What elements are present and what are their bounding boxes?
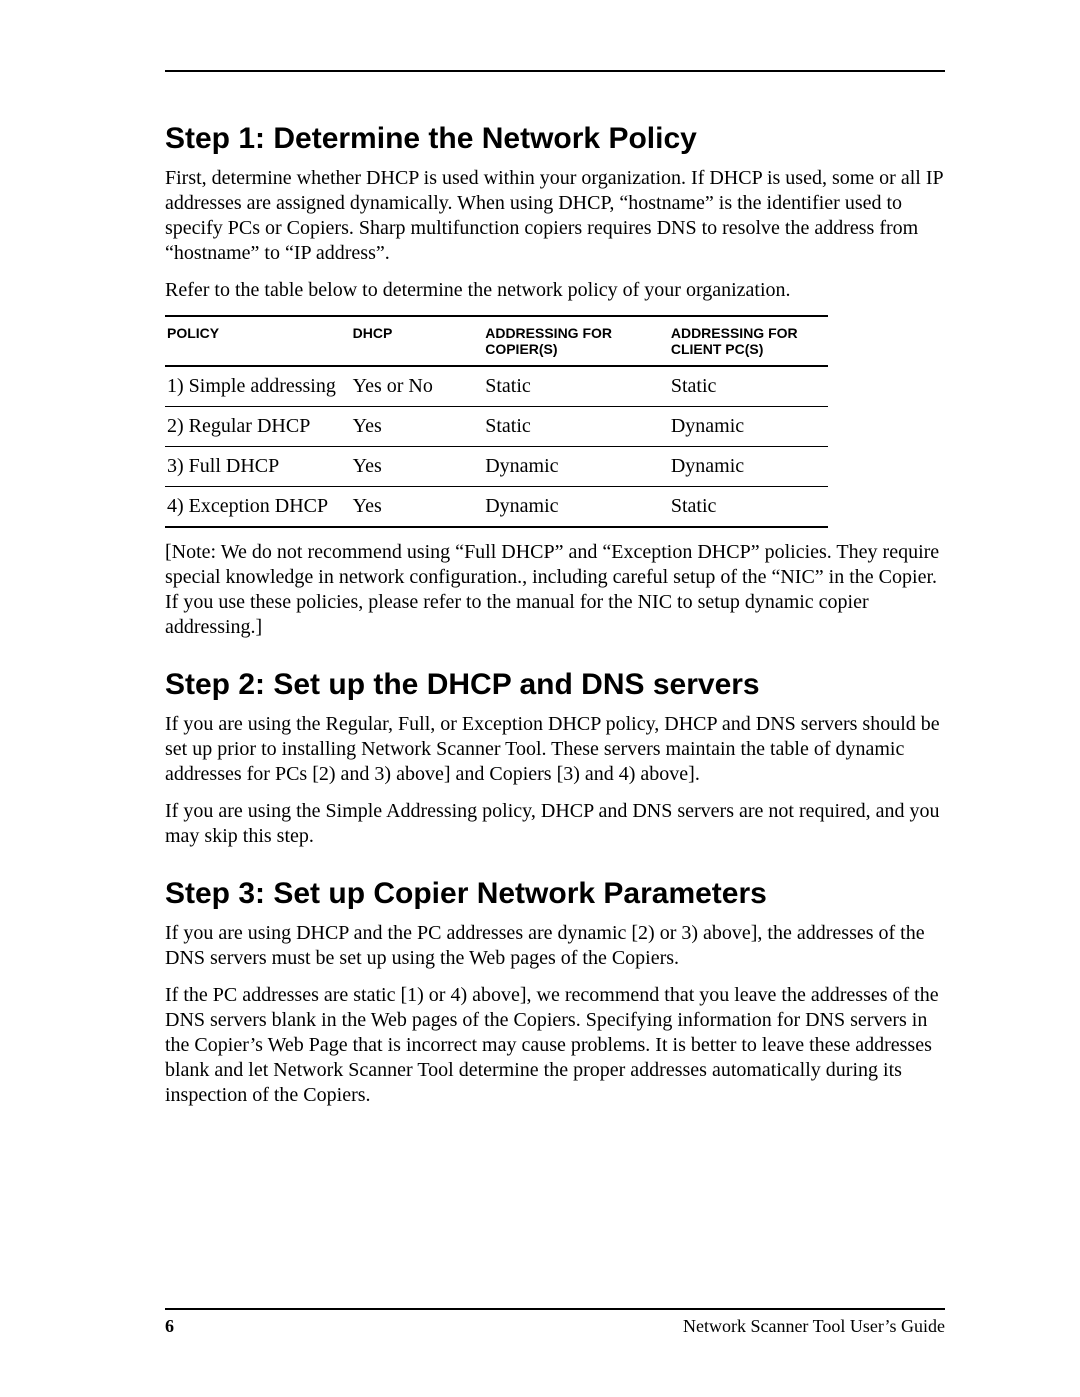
- table-cell: Dynamic: [669, 407, 828, 447]
- step1-para1: First, determine whether DHCP is used wi…: [165, 166, 945, 266]
- step3-para2: If the PC addresses are static [1) or 4)…: [165, 983, 945, 1108]
- step1-note: [Note: We do not recommend using “Full D…: [165, 540, 945, 640]
- step1-heading: Step 1: Determine the Network Policy: [165, 122, 945, 156]
- step2-heading: Step 2: Set up the DHCP and DNS servers: [165, 668, 945, 702]
- table-row: 2) Regular DHCP Yes Static Dynamic: [165, 407, 828, 447]
- table-header-row: POLICY DHCP ADDRESSING FOR COPIER(S) ADD…: [165, 316, 828, 366]
- table-row: 1) Simple addressing Yes or No Static St…: [165, 366, 828, 407]
- table-cell: 4) Exception DHCP: [165, 487, 351, 528]
- table-cell: Yes: [351, 447, 484, 487]
- step2-para2: If you are using the Simple Addressing p…: [165, 799, 945, 849]
- step3-heading: Step 3: Set up Copier Network Parameters: [165, 877, 945, 911]
- table-cell: Yes or No: [351, 366, 484, 407]
- table-cell: 1) Simple addressing: [165, 366, 351, 407]
- table-header-copier: ADDRESSING FOR COPIER(S): [483, 316, 669, 366]
- table-row: 3) Full DHCP Yes Dynamic Dynamic: [165, 447, 828, 487]
- table-cell: Yes: [351, 407, 484, 447]
- table-cell: Dynamic: [483, 447, 669, 487]
- table-cell: Dynamic: [669, 447, 828, 487]
- table-cell: Static: [483, 407, 669, 447]
- table-cell: 3) Full DHCP: [165, 447, 351, 487]
- step3-para1: If you are using DHCP and the PC address…: [165, 921, 945, 971]
- page-footer: 6 Network Scanner Tool User’s Guide: [165, 1308, 945, 1337]
- table-header-policy: POLICY: [165, 316, 351, 366]
- table-header-client: ADDRESSING FOR CLIENT PC(S): [669, 316, 828, 366]
- footer-title: Network Scanner Tool User’s Guide: [683, 1316, 945, 1337]
- top-horizontal-rule: [165, 70, 945, 72]
- table-cell: Dynamic: [483, 487, 669, 528]
- table-cell: Static: [669, 487, 828, 528]
- table-cell: Yes: [351, 487, 484, 528]
- table-cell: Static: [669, 366, 828, 407]
- step2-para1: If you are using the Regular, Full, or E…: [165, 712, 945, 787]
- network-policy-table: POLICY DHCP ADDRESSING FOR COPIER(S) ADD…: [165, 315, 828, 528]
- step1-para2: Refer to the table below to determine th…: [165, 278, 945, 303]
- table-cell: 2) Regular DHCP: [165, 407, 351, 447]
- page-number: 6: [165, 1316, 174, 1337]
- table-header-dhcp: DHCP: [351, 316, 484, 366]
- table-row: 4) Exception DHCP Yes Dynamic Static: [165, 487, 828, 528]
- table-cell: Static: [483, 366, 669, 407]
